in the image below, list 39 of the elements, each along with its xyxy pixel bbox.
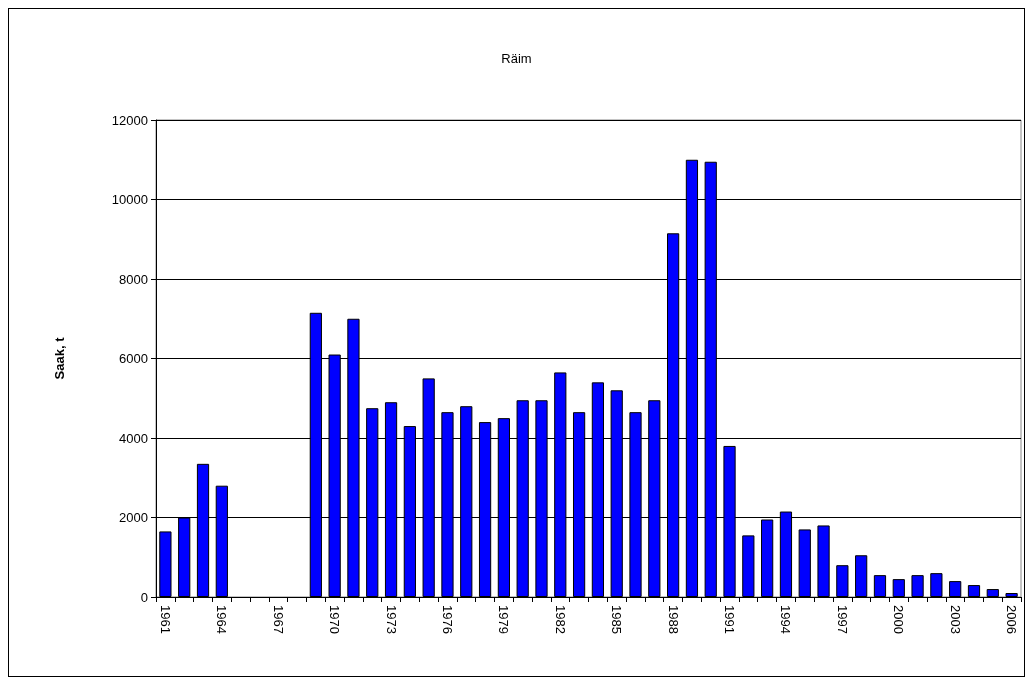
y-axis-title: Saak, t — [52, 336, 67, 380]
x-tick-label: 2006 — [1004, 605, 1020, 634]
bar — [1005, 593, 1018, 597]
bar — [836, 565, 849, 597]
x-tick-label: 1976 — [439, 605, 455, 634]
y-tick-label: 8000 — [119, 271, 148, 287]
bar — [911, 575, 924, 597]
bar — [873, 575, 887, 597]
x-tick-label: 1997 — [834, 605, 850, 634]
y-tick-label: 0 — [140, 589, 148, 605]
chart-title: Räim — [501, 51, 532, 66]
bar — [742, 535, 755, 597]
bar — [986, 589, 999, 597]
x-tick-label: 1991 — [722, 605, 738, 634]
bar — [949, 581, 962, 597]
x-tick-label: 1967 — [270, 605, 286, 634]
x-tick-label: 2000 — [891, 605, 907, 634]
y-tick-label: 12000 — [111, 112, 148, 128]
x-tick-label: 1988 — [665, 605, 681, 634]
x-tick-label: 1985 — [609, 605, 625, 634]
bar — [817, 525, 830, 597]
x-tick-label: 1982 — [552, 605, 568, 634]
y-tick-label: 2000 — [119, 510, 148, 525]
x-tick-label: 1973 — [383, 605, 399, 634]
bar — [798, 529, 811, 597]
bar — [930, 573, 943, 597]
y-tick-label: 6000 — [119, 351, 148, 366]
bar — [159, 531, 172, 597]
bar — [967, 585, 981, 597]
x-tick-label: 1970 — [327, 605, 343, 634]
x-tick-label: 1964 — [214, 605, 230, 634]
bar — [892, 579, 905, 597]
bar — [855, 555, 868, 597]
y-tick-label: 10000 — [111, 192, 148, 207]
x-tick-label: 1994 — [778, 605, 794, 634]
y-tick-label: 4000 — [119, 430, 148, 446]
x-tick-label: 1961 — [157, 605, 173, 634]
x-tick-label: 2003 — [947, 605, 963, 634]
x-tick-label: 1979 — [496, 605, 512, 634]
